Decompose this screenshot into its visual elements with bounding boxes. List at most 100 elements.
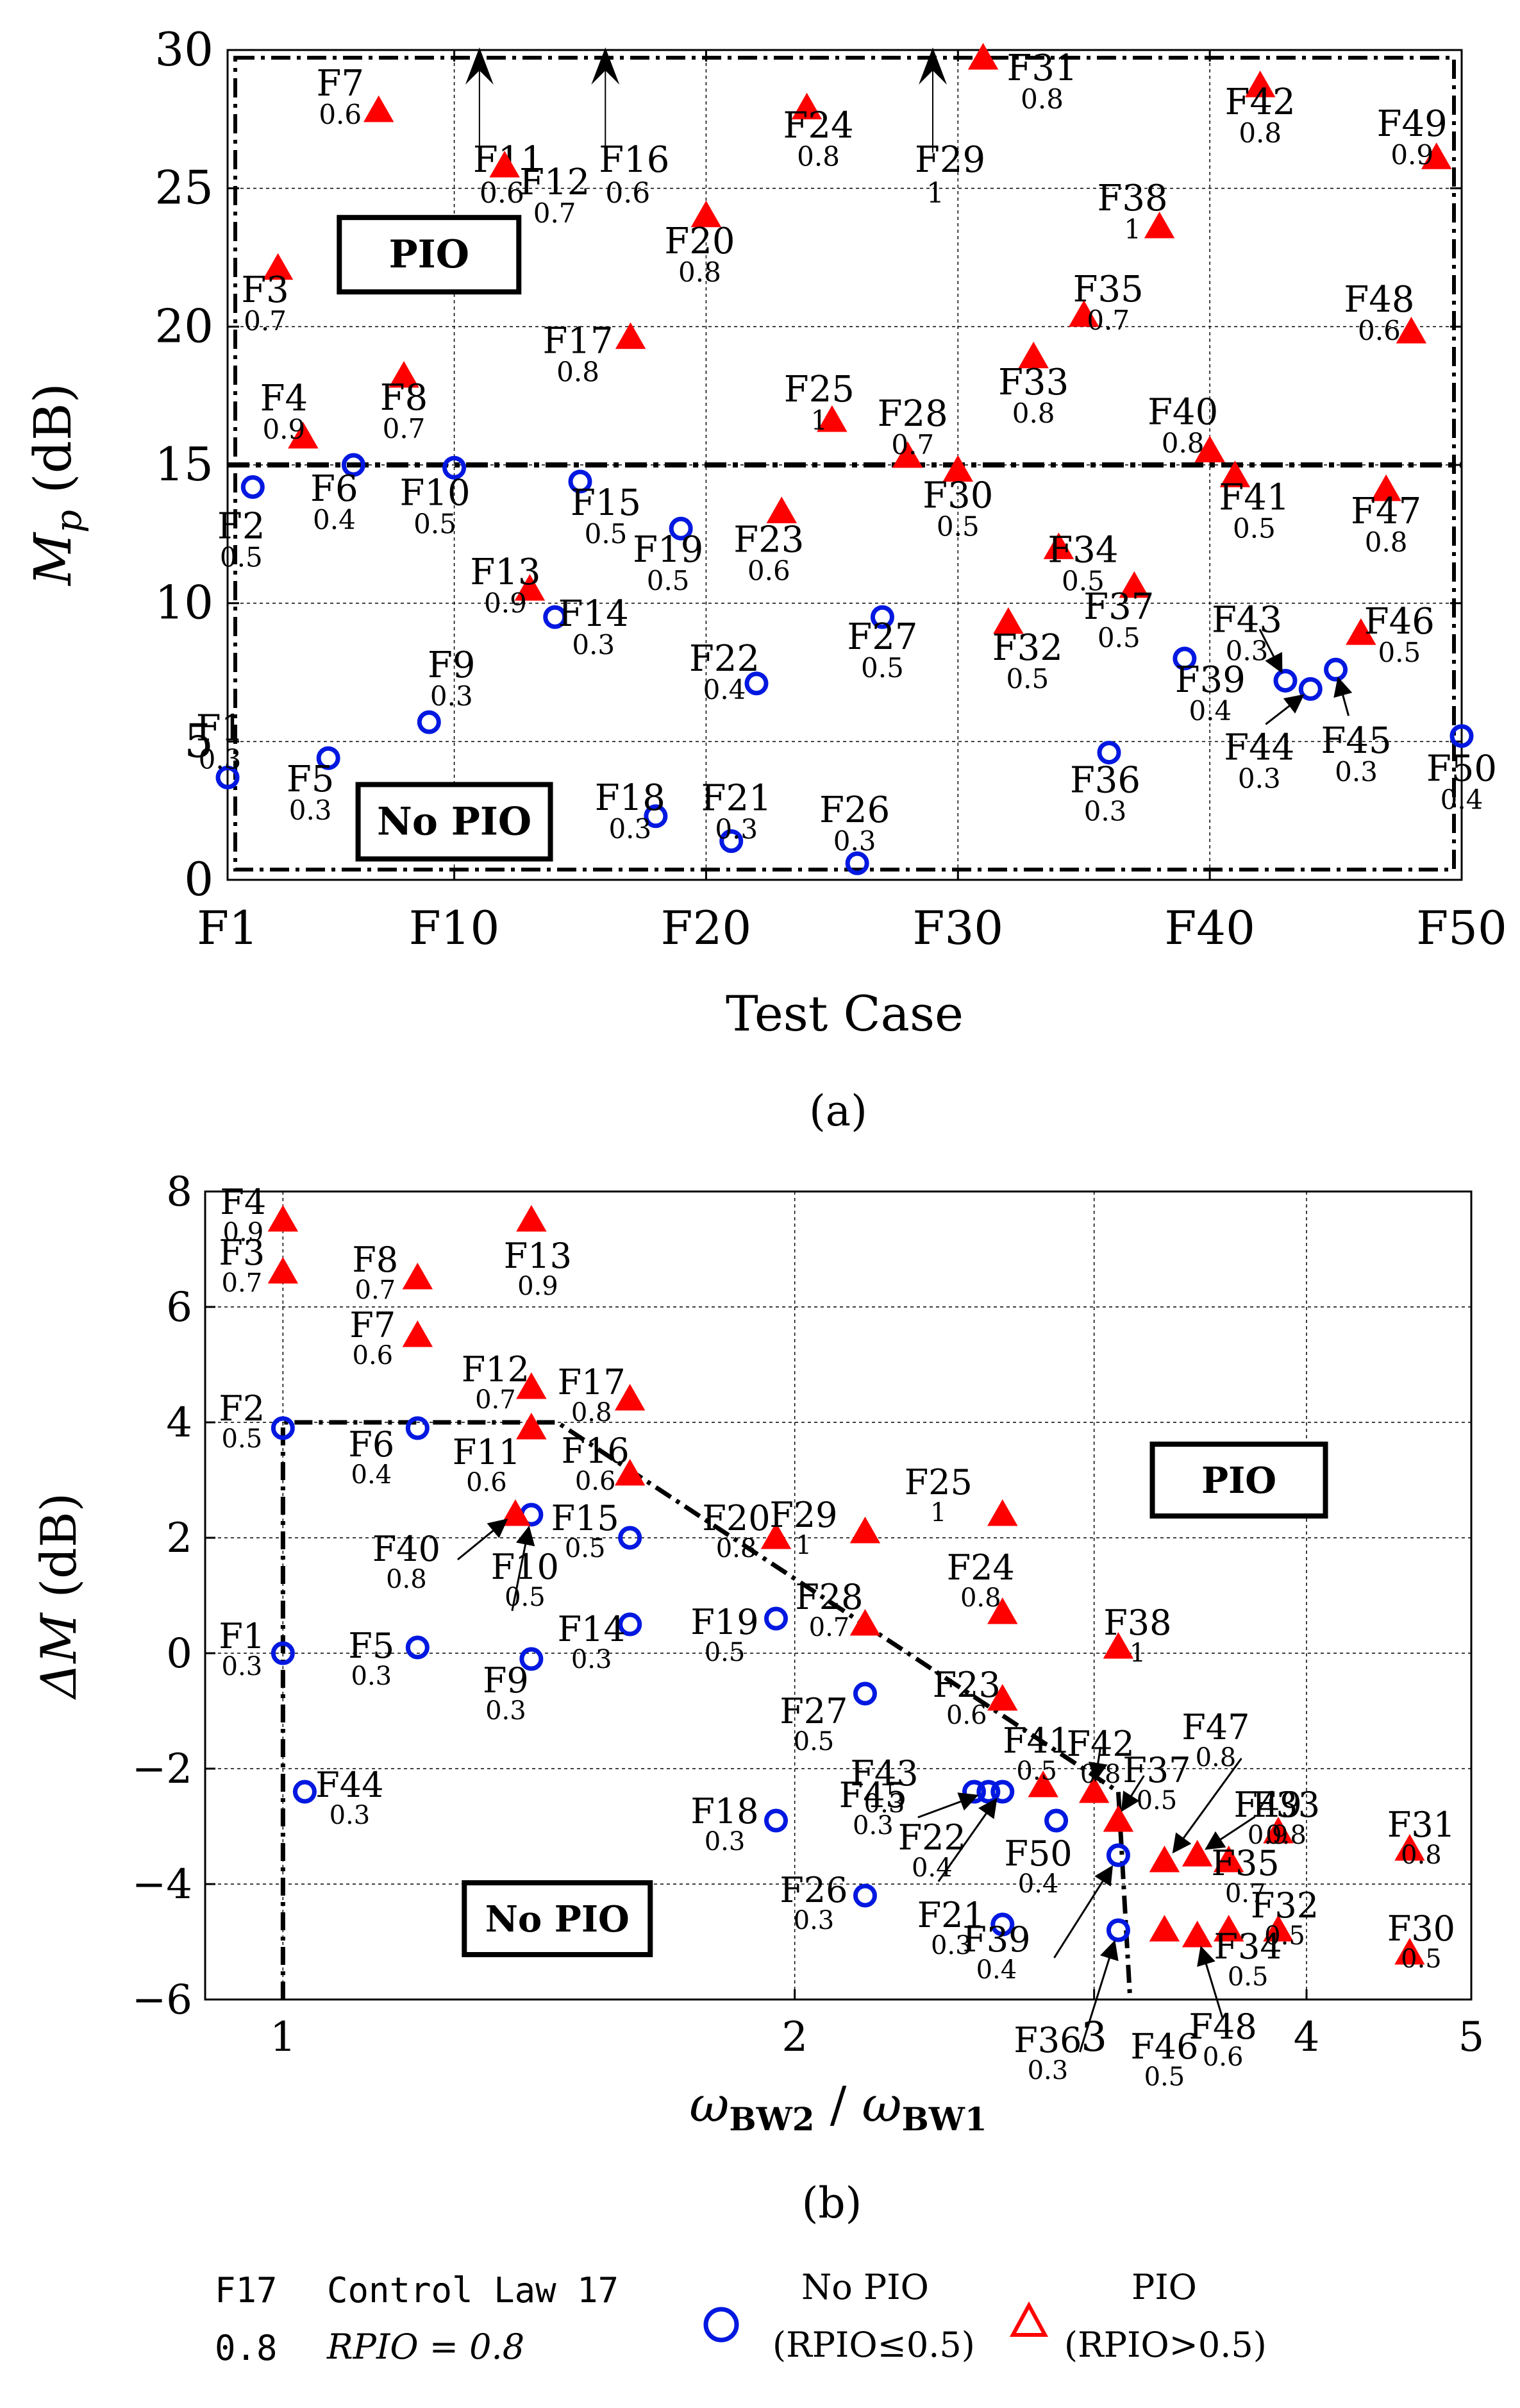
point-marker [1298, 677, 1323, 701]
point-ratio: 0.5 [1233, 512, 1276, 544]
point-label: F23 [733, 519, 804, 560]
point-ratio: 0.8 [1365, 526, 1408, 558]
point-marker [271, 1416, 295, 1440]
point-marker [669, 516, 693, 541]
region-box [462, 1880, 653, 1957]
point-label: F27 [780, 1691, 848, 1731]
point-marker [1324, 657, 1348, 682]
point-marker [993, 607, 1024, 634]
point-ratio: 0.5 [1062, 565, 1105, 596]
point-ratio: 0.7 [222, 1268, 263, 1298]
point-label: F21 [701, 778, 772, 820]
point-label: F39 [1175, 659, 1246, 701]
point-marker [519, 1647, 544, 1671]
point-marker [853, 1681, 877, 1706]
y-tick-label: −4 [132, 1861, 192, 1908]
point-label: F38 [1103, 1603, 1171, 1643]
leader-arrow [1078, 1940, 1119, 2053]
point-label: F45 [839, 1775, 907, 1815]
point-label: F34 [1214, 1926, 1282, 1967]
point-ratio: 0.3 [330, 1801, 371, 1830]
legend-pio-marker [1009, 2301, 1049, 2337]
point-label: F4 [220, 1182, 266, 1222]
panel-label-a: (a) [809, 1086, 867, 1136]
point-label: F8 [380, 377, 428, 419]
leader-arrow [917, 1792, 979, 1819]
point-label: F42 [1225, 81, 1296, 123]
point-ratio: 0.3 [715, 814, 758, 845]
point-label: F47 [1351, 491, 1421, 532]
region-label: No PIO [377, 799, 531, 844]
legend-example-desc: Control Law 17 [327, 2270, 619, 2311]
point-label: F37 [1123, 1750, 1190, 1790]
point-label: F15 [571, 482, 641, 524]
point-label: F28 [795, 1577, 863, 1617]
point-label: F10 [491, 1547, 559, 1587]
point-marker [215, 765, 240, 789]
point-marker [267, 1204, 299, 1232]
point-label: F20 [664, 221, 735, 262]
point-marker [744, 671, 769, 696]
point-marker [764, 1808, 789, 1833]
point-marker [849, 1608, 881, 1636]
point-ratio: 0.8 [1162, 427, 1205, 459]
point-ratio: 0.8 [716, 1534, 757, 1563]
point-marker [1106, 1843, 1130, 1867]
y-tick-label: 15 [155, 437, 213, 491]
y-tick-label: 20 [155, 299, 213, 353]
point-marker [417, 710, 441, 734]
point-ratio: 0.5 [565, 1534, 606, 1563]
point-ratio: 0.6 [1358, 315, 1401, 346]
x-tick-label: F1 [197, 901, 258, 955]
point-marker [267, 1256, 299, 1284]
point-label: F23 [933, 1665, 1001, 1705]
point-label: F47 [1182, 1707, 1249, 1747]
point-ratio: 0.7 [475, 1385, 516, 1415]
point-label: F39 [962, 1919, 1030, 1960]
point-ratio: 0.9 [1248, 1821, 1289, 1850]
leader-arrow [456, 1519, 508, 1561]
point-marker [1194, 435, 1225, 462]
point-marker [1182, 1839, 1213, 1867]
point-label: F44 [315, 1765, 383, 1805]
point-marker [849, 1516, 881, 1544]
point-marker [402, 1320, 433, 1347]
point-ratio: 1 [796, 1531, 812, 1560]
region-box [355, 782, 553, 862]
point-marker [845, 851, 869, 875]
point-ratio: 0.4 [1018, 1869, 1059, 1899]
legend-nopio-title: No PIO [801, 2267, 929, 2307]
point-label: F12 [519, 162, 590, 203]
point-label: F26 [780, 1870, 848, 1910]
point-marker [1219, 460, 1251, 487]
y-tick-label: 6 [166, 1284, 192, 1331]
point-label: F33 [1252, 1785, 1320, 1825]
point-ratio: 0.3 [430, 680, 473, 712]
point-marker [363, 95, 394, 122]
point-label: F34 [1048, 529, 1118, 571]
point-label: F2 [219, 1388, 265, 1429]
point-label: F27 [847, 616, 917, 658]
point-marker [1213, 1914, 1244, 1942]
point-ratio: 0.5 [794, 1727, 835, 1756]
x-tick-label: F50 [1416, 901, 1507, 955]
point-marker [1173, 646, 1197, 671]
x-axis-label: ωBW2 / ωBW1 [689, 2076, 987, 2138]
point-marker [240, 475, 265, 500]
leader-arrow [1088, 1746, 1108, 1782]
point-marker [1018, 341, 1049, 369]
point-label: F31 [1007, 47, 1078, 89]
point-label: F30 [1387, 1908, 1455, 1949]
y-tick-label: 4 [166, 1399, 192, 1447]
point-label: F33 [998, 362, 1069, 403]
point-label: F35 [1073, 269, 1144, 310]
point-label: F13 [504, 1236, 572, 1276]
region-label: PIO [389, 232, 469, 277]
point-label: F12 [462, 1349, 530, 1390]
leader-arrow [1333, 677, 1353, 716]
point-marker [1213, 1845, 1244, 1873]
point-ratio: 0.8 [1265, 1821, 1307, 1850]
point-marker [817, 405, 848, 432]
point-label: F40 [372, 1529, 440, 1569]
point-ratio: 0.5 [413, 508, 456, 539]
